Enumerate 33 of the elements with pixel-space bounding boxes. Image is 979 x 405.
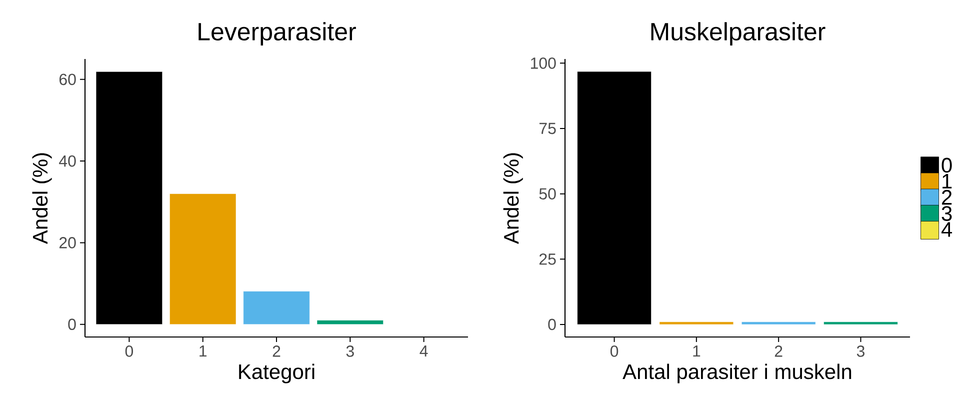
x-tick-label: 4 <box>420 346 428 357</box>
y-tick-label: 75 <box>539 122 556 134</box>
legend-label: 3 <box>942 206 952 221</box>
x-tick-label: 1 <box>200 346 207 357</box>
y-tick-label: 100 <box>531 58 556 69</box>
x-axis-title: Antal parasiter i muskeln <box>622 364 852 384</box>
x-tick-label: 1 <box>693 346 700 357</box>
chart-title: Muskelparasiter <box>651 22 826 46</box>
y-axis-title: Andel (%) <box>503 153 523 244</box>
x-axis-title: Kategori <box>239 364 314 384</box>
y-tick-label: 20 <box>59 237 76 248</box>
bar <box>96 72 162 324</box>
bar <box>316 320 384 324</box>
x-tick-label: 2 <box>272 346 280 357</box>
legend-label: 4 <box>941 222 952 237</box>
chart-title: Leverparasiter <box>198 22 356 46</box>
x-tick-label: 0 <box>610 346 618 357</box>
x-tick-label: 2 <box>774 346 782 357</box>
legend-label: 1 <box>942 174 952 188</box>
legend-label: 2 <box>942 190 952 205</box>
y-tick-label: 60 <box>59 74 76 86</box>
x-tick-label: 3 <box>346 346 354 357</box>
x-tick-label: 0 <box>125 346 134 357</box>
y-tick-label: 50 <box>539 188 556 200</box>
y-tick-label: 25 <box>539 253 556 265</box>
y-tick-label: 0 <box>68 318 76 330</box>
bar <box>243 291 310 324</box>
x-tick-label: 3 <box>856 346 864 357</box>
legend-label: 0 <box>942 158 952 173</box>
bar <box>170 194 236 324</box>
y-tick-label: 0 <box>548 318 556 330</box>
y-tick-label: 40 <box>59 155 76 167</box>
y-axis-title: Andel (%) <box>32 153 52 244</box>
